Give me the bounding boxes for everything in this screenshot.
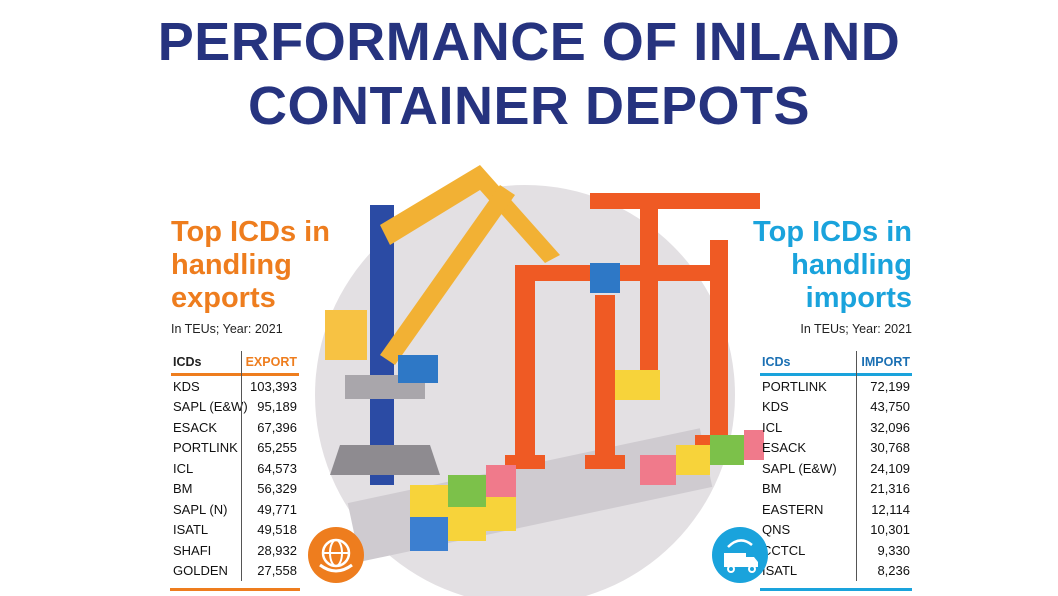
column-header-import: IMPORT	[861, 355, 910, 369]
icd-name-cell: ISATL	[762, 563, 798, 579]
icd-name-cell: QNS	[762, 522, 791, 538]
imports-heading-line: imports	[805, 282, 912, 314]
icd-name-cell: ISATL	[173, 522, 209, 538]
icd-name-cell: ESACK	[173, 419, 218, 435]
teu-value-cell: 10,301	[870, 522, 910, 538]
icd-name-cell: SAPL (E&W)	[173, 399, 248, 415]
table-row: GOLDEN 27,558	[171, 561, 299, 582]
column-divider	[856, 351, 857, 581]
table-row: BM 21,316	[760, 479, 912, 500]
table-row: ICL 64,573	[171, 458, 299, 479]
port-crane-illustration	[315, 165, 764, 596]
header-rule	[760, 373, 912, 376]
table-row: SAPL (N) 49,771	[171, 499, 299, 520]
table-row: ESACK 67,396	[171, 417, 299, 438]
icd-name-cell: KDS	[173, 378, 200, 394]
teu-value-cell: 32,096	[870, 419, 910, 435]
exports-bottom-rule	[170, 588, 300, 591]
table-row: ESACK 30,768	[760, 438, 912, 459]
teu-value-cell: 9,330	[877, 542, 910, 558]
container-stack-right	[640, 430, 764, 485]
page-title-line-1: PERFORMANCE OF INLAND	[157, 12, 901, 72]
teu-value-cell: 43,750	[870, 399, 910, 415]
icd-name-cell: EASTERN	[762, 501, 824, 517]
teu-value-cell: 95,189	[257, 399, 297, 415]
table-header: ICDs EXPORT	[171, 351, 299, 373]
exports-heading: Top ICDs in handling exports	[171, 216, 330, 315]
exports-heading-line: handling	[171, 249, 292, 281]
container-stack-left	[410, 465, 516, 551]
table-row: ICL 32,096	[760, 417, 912, 438]
exports-table: ICDs EXPORT KDS 103,393 SAPL (E&W) 95,189 ES…	[171, 351, 299, 581]
teu-value-cell: 21,316	[870, 481, 910, 497]
icd-name-cell: GOLDEN	[173, 563, 228, 579]
globe-export-icon	[308, 527, 364, 583]
icd-name-cell: SAPL (E&W)	[762, 460, 837, 476]
teu-value-cell: 12,114	[871, 501, 910, 517]
exports-heading-line: Top ICDs in	[171, 216, 330, 248]
harbor-crane	[325, 165, 560, 485]
imports-bottom-rule	[760, 588, 912, 591]
imports-heading-line: handling	[791, 249, 912, 281]
column-header-export: EXPORT	[245, 355, 297, 369]
table-header: ICDs IMPORT	[760, 351, 912, 373]
imports-table: ICDs IMPORT PORTLINK 72,199 KDS 43,750 ICL 32…	[760, 351, 912, 581]
teu-value-cell: 49,518	[257, 522, 297, 538]
icd-name-cell: CCTCL	[762, 542, 806, 558]
icd-name-cell: BM	[173, 481, 193, 497]
teu-value-cell: 49,771	[257, 501, 297, 517]
table-row: ISATL 8,236	[760, 561, 912, 582]
icd-name-cell: PORTLINK	[173, 440, 238, 456]
table-row: EASTERN 12,114	[760, 499, 912, 520]
truck-import-icon	[712, 527, 768, 583]
teu-value-cell: 27,558	[257, 563, 297, 579]
icd-name-cell: ICL	[173, 460, 194, 476]
teu-value-cell: 64,573	[257, 460, 297, 476]
imports-heading: Top ICDs in handling imports	[753, 216, 912, 315]
table-row: PORTLINK 72,199	[760, 376, 912, 397]
exports-heading-line: exports	[171, 282, 276, 314]
table-row: SAPL (E&W) 95,189	[171, 397, 299, 418]
teu-value-cell: 8,236	[877, 563, 910, 579]
table-row: BM 56,329	[171, 479, 299, 500]
table-row: ISATL 49,518	[171, 520, 299, 541]
icd-name-cell: KDS	[762, 399, 789, 415]
teu-value-cell: 103,393	[250, 378, 297, 394]
column-header-icds: ICDs	[762, 355, 791, 369]
icd-name-cell: SHAFI	[173, 542, 212, 558]
table-row: PORTLINK 65,255	[171, 438, 299, 459]
imports-heading-line: Top ICDs in	[753, 216, 912, 248]
table-row: KDS 103,393	[171, 376, 299, 397]
icd-name-cell: ICL	[762, 419, 783, 435]
column-header-icds: ICDs	[173, 355, 202, 369]
teu-value-cell: 67,396	[257, 419, 297, 435]
teu-value-cell: 28,932	[257, 542, 297, 558]
imports-unit-note: In TEUs; Year: 2021	[800, 322, 912, 336]
teu-value-cell: 30,768	[870, 440, 910, 456]
table-row: KDS 43,750	[760, 397, 912, 418]
table-row: SAPL (E&W) 24,109	[760, 458, 912, 479]
icd-name-cell: SAPL (N)	[173, 501, 228, 517]
exports-unit-note: In TEUs; Year: 2021	[171, 322, 283, 336]
icd-name-cell: PORTLINK	[762, 378, 827, 394]
teu-value-cell: 56,329	[257, 481, 297, 497]
teu-value-cell: 24,109	[870, 460, 910, 476]
icd-name-cell: BM	[762, 481, 782, 497]
table-row: CCTCL 9,330	[760, 540, 912, 561]
teu-value-cell: 65,255	[257, 440, 297, 456]
header-rule	[171, 373, 299, 376]
table-row: SHAFI 28,932	[171, 540, 299, 561]
page-title-line-2: CONTAINER DEPOTS	[247, 76, 811, 136]
column-divider	[241, 351, 242, 581]
icd-name-cell: ESACK	[762, 440, 807, 456]
teu-value-cell: 72,199	[870, 378, 910, 394]
table-row: QNS 10,301	[760, 520, 912, 541]
